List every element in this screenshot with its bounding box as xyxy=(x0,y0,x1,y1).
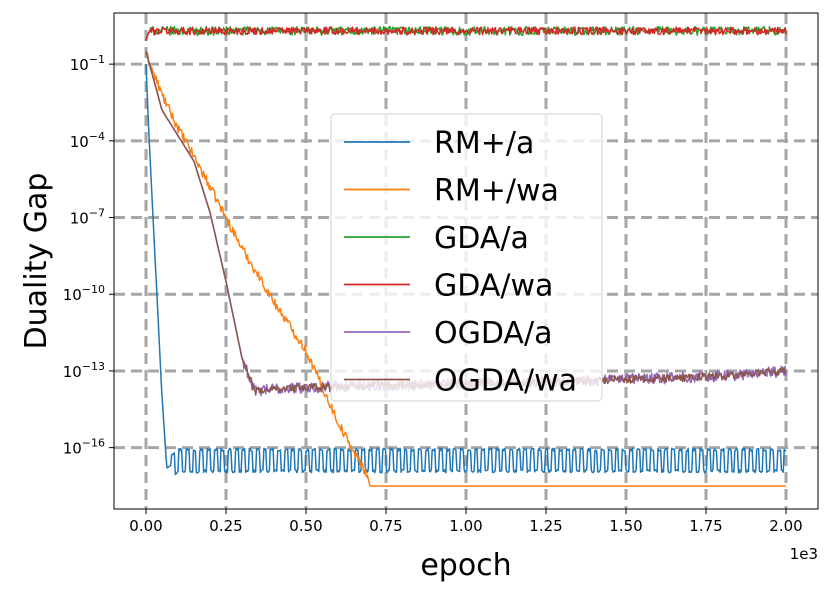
y-tick-label: 10−13 xyxy=(63,360,105,381)
legend-box xyxy=(330,113,603,402)
legend-label: GDA/a xyxy=(434,221,529,256)
legend: RM+/a RM+/wa GDA/a GDA/wa OGDA/a OGDA/wa xyxy=(330,113,603,402)
y-tick-label: 10−7 xyxy=(70,207,105,228)
series-line-rm-a xyxy=(145,64,787,476)
legend-label: RM+/a xyxy=(434,126,534,161)
legend-label: GDA/wa xyxy=(434,269,553,304)
x-tick-label: 0.75 xyxy=(369,517,402,535)
legend-label: OGDA/wa xyxy=(434,364,577,399)
x-tick-label: 1.00 xyxy=(449,517,482,535)
x-tick-label: 0.25 xyxy=(209,517,242,535)
series-line-rm-wa xyxy=(145,51,786,487)
x-axis-ticks: 0.00 0.25 0.50 0.75 1.00 1.25 1.50 1.75 2.00 xyxy=(129,509,803,535)
x-tick-label: 1.25 xyxy=(529,517,562,535)
y-axis-label: Duality Gap xyxy=(19,173,54,350)
x-tick-label: 0.00 xyxy=(129,517,162,535)
x-tick-label: 2.00 xyxy=(769,517,802,535)
series-line-gda-wa xyxy=(145,26,787,41)
x-tick-label: 1.75 xyxy=(689,517,722,535)
x-axis-offset-label: 1e3 xyxy=(790,545,818,563)
x-tick-label: 0.50 xyxy=(289,517,322,535)
x-tick-label: 1.50 xyxy=(609,517,642,535)
y-tick-label: 10−10 xyxy=(63,283,105,304)
x-axis-label: epoch xyxy=(420,548,511,583)
y-tick-label: 10−1 xyxy=(70,53,105,74)
y-tick-label: 10−4 xyxy=(70,130,105,151)
y-tick-label: 10−16 xyxy=(63,437,105,458)
legend-label: RM+/wa xyxy=(434,174,559,209)
legend-label: OGDA/a xyxy=(434,316,552,351)
y-axis-ticks: 10−1 10−4 10−7 10−10 10−13 10−16 xyxy=(63,53,114,458)
